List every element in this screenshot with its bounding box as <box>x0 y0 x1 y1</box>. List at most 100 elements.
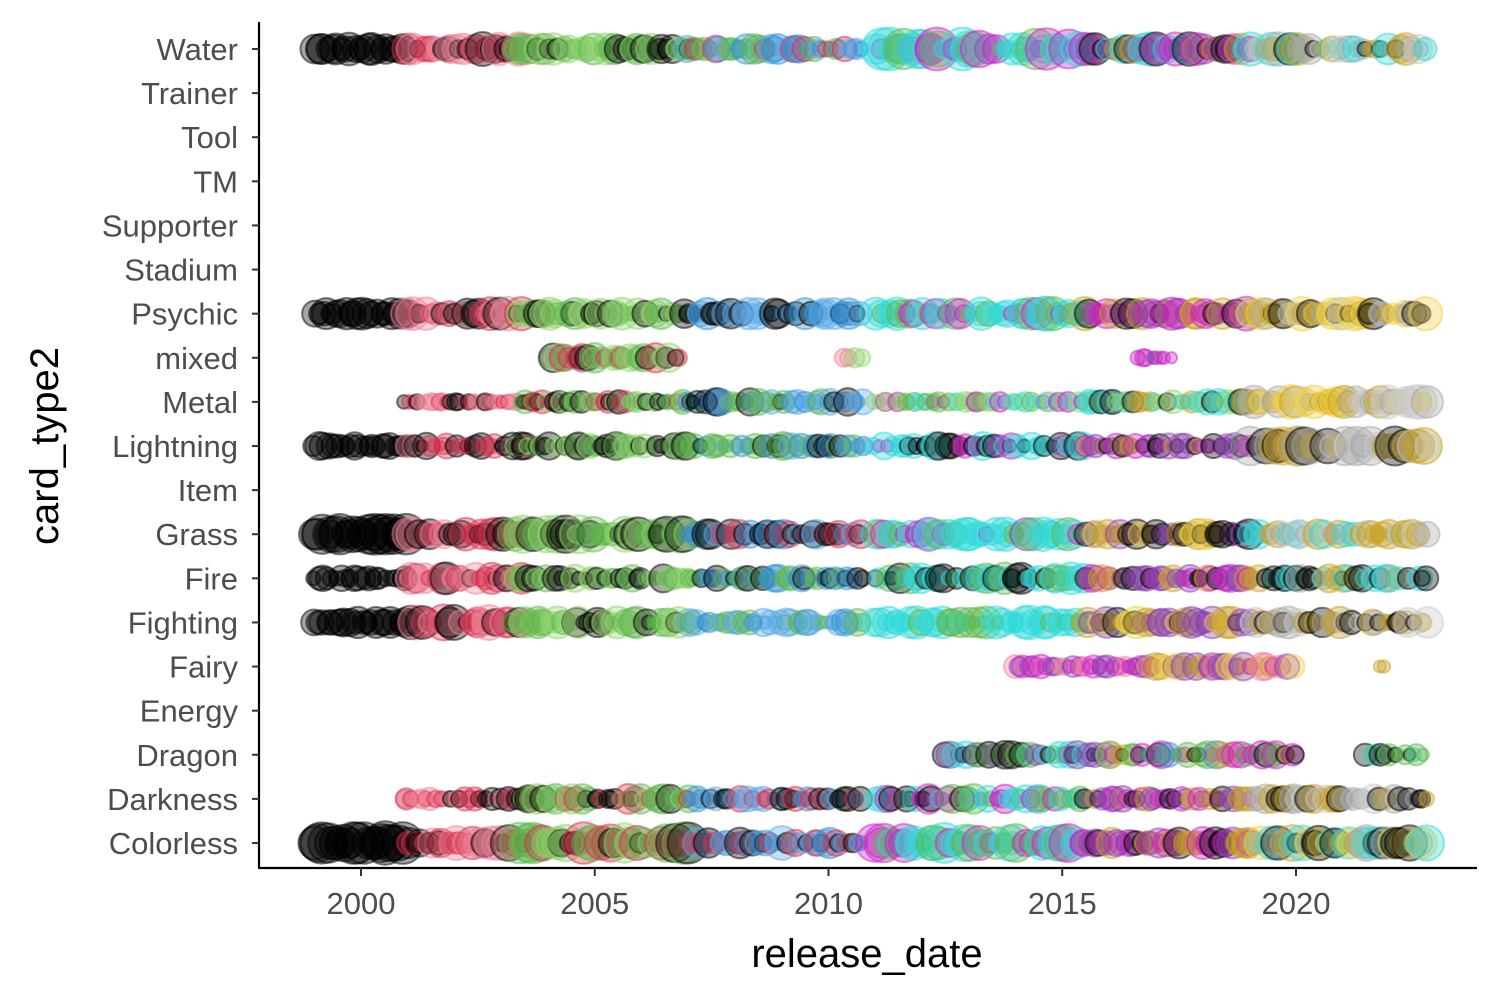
data-point <box>301 299 330 328</box>
data-point <box>1137 433 1163 459</box>
data-point <box>672 34 701 64</box>
y-tick-label: Metal <box>162 385 238 420</box>
data-point <box>728 437 746 455</box>
data-point <box>1376 564 1405 593</box>
data-point <box>1152 828 1181 858</box>
data-point <box>410 788 432 810</box>
data-point <box>1320 35 1349 63</box>
data-point <box>681 438 696 454</box>
data-point <box>563 431 594 461</box>
data-point <box>795 786 821 812</box>
data-point <box>1413 612 1433 632</box>
data-point <box>1410 385 1445 419</box>
data-point <box>1415 747 1431 762</box>
data-point <box>1372 659 1387 674</box>
data-point <box>1405 427 1443 465</box>
data-point <box>1407 295 1444 332</box>
data-point <box>1404 826 1438 860</box>
data-point <box>1325 785 1353 813</box>
data-point <box>1092 829 1119 857</box>
data-point <box>753 38 776 60</box>
y-tick-label: Water <box>156 32 238 67</box>
y-tick-label: Energy <box>140 694 239 729</box>
data-point <box>1114 744 1136 766</box>
data-point <box>1280 653 1306 680</box>
data-point <box>1347 300 1374 327</box>
data-point <box>1273 653 1301 680</box>
data-point <box>1413 520 1441 548</box>
data-point <box>837 39 858 59</box>
data-point <box>558 514 599 555</box>
y-tick-label: Lightning <box>112 429 238 464</box>
data-point <box>1415 526 1431 543</box>
y-axis: Colorless Darkness Dragon Energy Fairy Fighti… <box>102 32 259 861</box>
data-point <box>853 569 872 588</box>
data-point <box>1121 390 1145 414</box>
data-point <box>801 518 832 550</box>
data-point <box>1408 611 1431 634</box>
data-point <box>1418 790 1435 808</box>
data-point <box>519 823 558 863</box>
data-point <box>777 432 806 460</box>
y-tick-label: Stadium <box>124 253 238 288</box>
data-point <box>308 609 335 636</box>
data-point <box>1074 566 1098 590</box>
data-point <box>1413 565 1440 592</box>
data-point <box>345 434 370 458</box>
y-tick-label: Darkness <box>107 782 238 817</box>
data-point <box>1262 569 1280 587</box>
data-point <box>1285 744 1305 765</box>
data-point <box>669 348 688 368</box>
data-point <box>1413 36 1438 62</box>
data-point <box>1371 388 1398 415</box>
data-point <box>1402 384 1438 420</box>
y-tick-label: Colorless <box>109 826 238 861</box>
y-tick-label: Fire <box>185 561 238 596</box>
data-point <box>579 391 600 412</box>
data-point <box>921 825 956 861</box>
data-point <box>626 346 650 370</box>
data-point <box>1406 829 1434 857</box>
x-tick-label: 2005 <box>560 886 629 921</box>
y-tick-label: Psychic <box>131 297 238 332</box>
data-point <box>403 519 434 550</box>
data-point <box>1325 386 1357 418</box>
data-point <box>1277 831 1301 855</box>
data-point <box>1162 826 1196 860</box>
data-point <box>1404 789 1425 809</box>
data-point <box>628 832 651 854</box>
data-point <box>601 299 630 328</box>
data-point <box>1003 786 1028 811</box>
x-tick-label: 2015 <box>1028 886 1097 921</box>
data-point <box>433 606 466 639</box>
data-point <box>1017 431 1046 461</box>
data-point <box>619 35 648 63</box>
data-point <box>1325 303 1347 325</box>
data-point <box>1379 826 1413 860</box>
data-point <box>1411 788 1432 809</box>
data-point <box>1104 519 1136 550</box>
data-point <box>394 433 419 459</box>
x-tick-label: 2020 <box>1262 886 1331 921</box>
data-point <box>455 825 490 861</box>
x-axis-title: release_date <box>751 932 982 976</box>
y-tick-label: Fairy <box>169 650 238 685</box>
data-point <box>359 605 393 639</box>
y-tick-label: Supporter <box>102 208 238 243</box>
data-point <box>1162 654 1187 679</box>
data-point <box>1181 393 1199 411</box>
data-point <box>964 296 999 331</box>
data-point <box>1001 438 1018 454</box>
data-point <box>1164 351 1179 365</box>
data-point <box>843 347 866 369</box>
data-point <box>725 831 750 855</box>
data-point <box>744 387 773 416</box>
data-point <box>305 33 338 65</box>
y-tick-label: mixed <box>155 341 238 376</box>
data-point <box>869 431 899 461</box>
data-point <box>1411 303 1432 324</box>
data-point <box>319 32 352 66</box>
data-point <box>852 348 872 368</box>
data-point <box>1414 432 1441 460</box>
